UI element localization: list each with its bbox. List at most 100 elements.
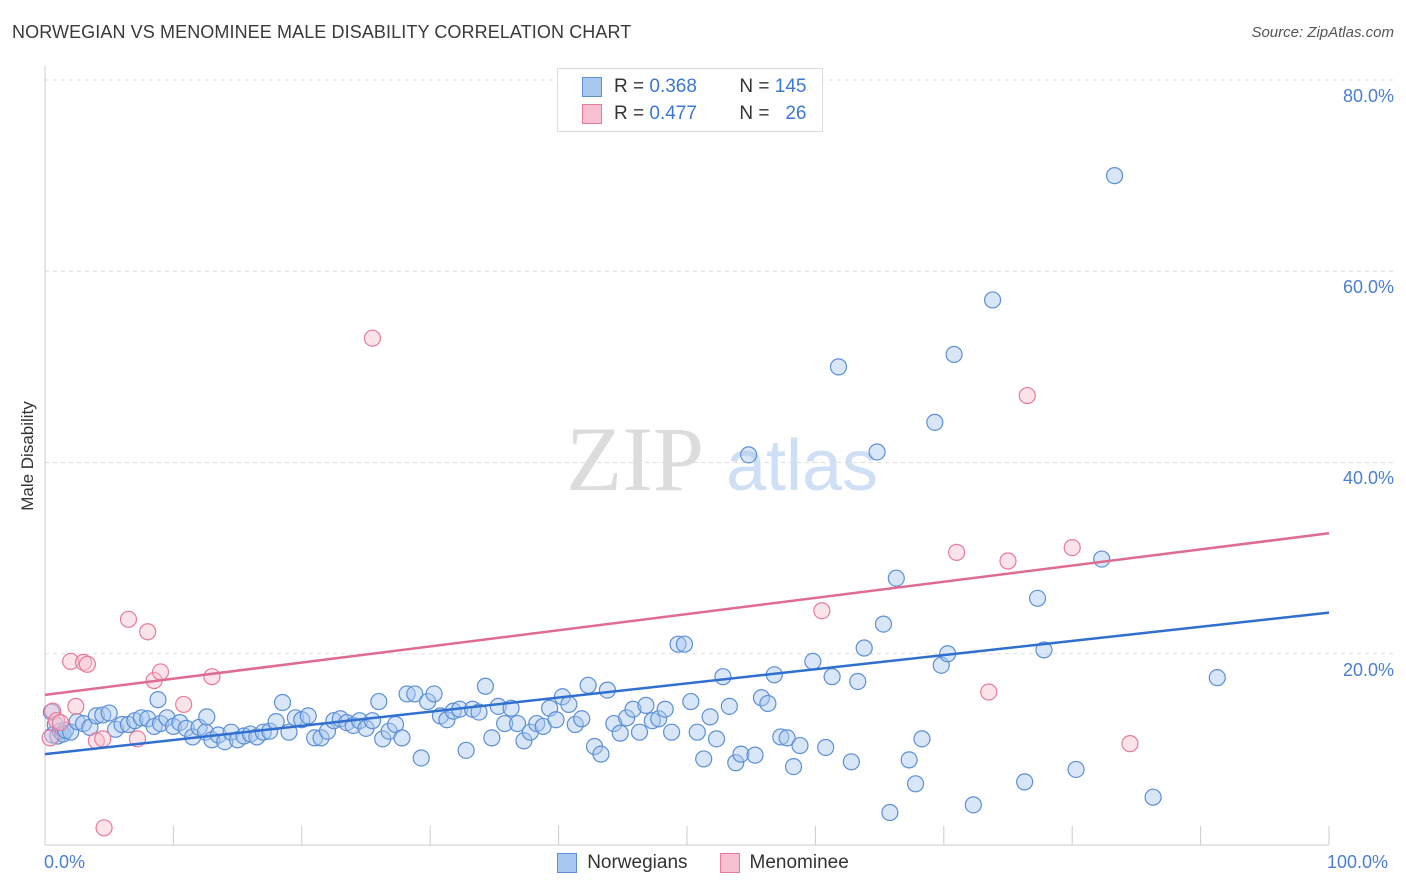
norwegians-point bbox=[624, 700, 642, 718]
norwegians-point bbox=[393, 729, 411, 747]
menominee-point bbox=[813, 602, 831, 620]
menominee-point bbox=[41, 729, 59, 747]
norwegians-point bbox=[727, 754, 745, 772]
norwegians-point bbox=[817, 738, 835, 757]
norwegians-point bbox=[483, 729, 501, 747]
y-tick-label-40: 40.0% bbox=[1342, 468, 1394, 488]
norwegians-point bbox=[149, 691, 167, 709]
menominee-point bbox=[119, 610, 138, 628]
blue-swatch bbox=[582, 77, 602, 97]
norwegians-point bbox=[701, 708, 719, 726]
axes bbox=[44, 66, 1330, 846]
y-tick-label-60: 60.0% bbox=[1342, 277, 1394, 297]
norwegians-point bbox=[406, 685, 424, 703]
x-tick-label-100: 100.0% bbox=[1327, 852, 1389, 872]
norwegians-point bbox=[198, 708, 216, 726]
norwegians-point bbox=[643, 712, 661, 730]
norwegians-point bbox=[695, 750, 713, 768]
menominee-point bbox=[95, 819, 113, 837]
source-credit: Source: ZipAtlas.com bbox=[1251, 24, 1394, 41]
norwegians-point bbox=[906, 775, 925, 793]
menominee-point bbox=[980, 683, 998, 701]
norwegians-point bbox=[1035, 641, 1053, 659]
norwegians-point bbox=[656, 700, 674, 718]
norwegians-point bbox=[476, 677, 495, 695]
norwegians-point bbox=[611, 724, 629, 742]
legend-item-norwegians[interactable]: Norwegians bbox=[557, 852, 688, 874]
norwegians-point bbox=[1208, 669, 1226, 687]
norwegians-point bbox=[1016, 773, 1034, 791]
menominee-point bbox=[1063, 539, 1081, 557]
pink-swatch bbox=[719, 853, 740, 873]
norwegians-point bbox=[560, 695, 578, 714]
norwegians-point bbox=[273, 693, 292, 712]
norwegians-point bbox=[87, 707, 105, 725]
norwegians-point bbox=[171, 713, 189, 732]
menominee-point bbox=[78, 655, 96, 673]
legend-row-menominee: R = 0.477 N = 26 bbox=[582, 102, 806, 126]
menominee-point bbox=[62, 652, 80, 671]
legend-label: Norwegians bbox=[587, 852, 688, 873]
norwegians-point bbox=[489, 697, 507, 715]
menominee-point bbox=[1018, 386, 1036, 405]
norwegians-point bbox=[784, 757, 803, 776]
norwegians-point bbox=[132, 709, 150, 727]
norwegians-point bbox=[630, 723, 649, 741]
norwegians-point bbox=[94, 706, 112, 724]
menominee-point bbox=[175, 695, 193, 714]
r-value: 0.368 bbox=[649, 76, 697, 97]
norwegians-point bbox=[881, 803, 899, 822]
norwegians-point bbox=[299, 707, 317, 725]
r-value: 0.477 bbox=[649, 103, 697, 124]
norwegians-point bbox=[1105, 167, 1124, 185]
norwegians-point bbox=[874, 615, 893, 633]
norwegians-point bbox=[868, 443, 886, 461]
pink-swatch bbox=[582, 104, 602, 124]
norwegians-point bbox=[1093, 550, 1111, 568]
norwegians-point bbox=[829, 358, 848, 376]
gridlines bbox=[45, 79, 1393, 655]
legend-label: Menominee bbox=[749, 852, 849, 873]
norwegians-point bbox=[887, 569, 905, 587]
norwegians-point bbox=[508, 714, 527, 733]
menominee-point bbox=[94, 730, 112, 748]
norwegians-point bbox=[675, 635, 694, 653]
norwegians-point bbox=[926, 413, 944, 431]
menominee-points bbox=[41, 329, 1139, 837]
norwegians-point bbox=[732, 745, 750, 763]
x-tick-label-0: 0.0% bbox=[44, 852, 86, 872]
y-tick-label-20: 20.0% bbox=[1342, 660, 1394, 680]
series-legend: Norwegians Menominee bbox=[0, 852, 1406, 874]
norwegians-point bbox=[849, 672, 867, 691]
r-label: R = bbox=[614, 103, 645, 124]
norwegians-point bbox=[592, 745, 610, 763]
norwegians-point bbox=[363, 712, 382, 730]
norwegians-point bbox=[100, 704, 118, 722]
norwegians-point bbox=[158, 709, 176, 727]
r-label: R = bbox=[614, 76, 645, 97]
norwegians-point bbox=[900, 751, 918, 769]
norwegians-point bbox=[637, 696, 655, 714]
norwegians-point bbox=[720, 697, 738, 715]
legend-item-menominee[interactable]: Menominee bbox=[719, 852, 849, 874]
norwegians-point bbox=[573, 710, 591, 728]
norwegians-point bbox=[842, 753, 860, 771]
norwegians-point bbox=[707, 730, 726, 748]
norwegians-point bbox=[598, 681, 616, 699]
norwegians-point bbox=[113, 715, 131, 734]
norwegians-point bbox=[650, 710, 668, 728]
norwegians-point bbox=[913, 730, 931, 748]
norwegians-point bbox=[791, 736, 809, 755]
norwegians-point bbox=[772, 728, 790, 746]
n-label: N = bbox=[739, 76, 770, 97]
norwegians-point bbox=[312, 729, 330, 747]
norwegians-point bbox=[746, 746, 764, 764]
norwegians-point bbox=[740, 446, 758, 464]
chart-title: NORWEGIAN VS MENOMINEE MALE DISABILITY C… bbox=[12, 22, 632, 42]
norwegians-point bbox=[682, 692, 700, 711]
norwegians-point bbox=[752, 689, 771, 707]
norwegians-point bbox=[177, 719, 195, 737]
menominee-point bbox=[51, 713, 70, 732]
norwegians-point bbox=[669, 635, 687, 653]
menominee-point bbox=[999, 552, 1017, 570]
